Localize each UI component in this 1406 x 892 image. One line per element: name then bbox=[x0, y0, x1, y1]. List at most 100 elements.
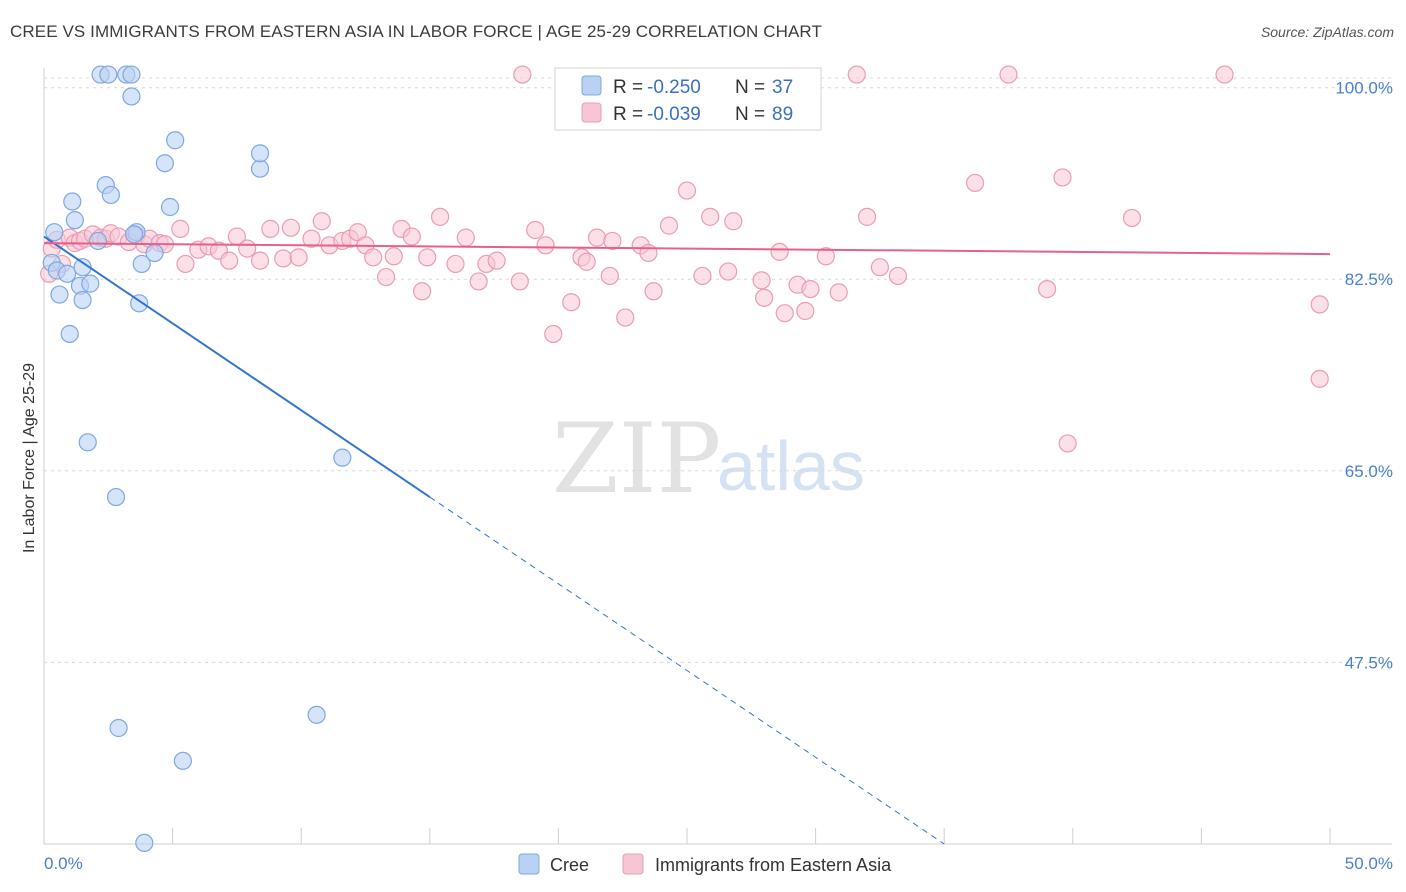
asia-point bbox=[302, 229, 321, 248]
cree-trend-extension bbox=[429, 496, 945, 845]
cree-point bbox=[307, 705, 326, 724]
asia-point bbox=[965, 173, 985, 193]
cree-point bbox=[124, 225, 144, 244]
trend-lines bbox=[43, 235, 1331, 845]
cree-point bbox=[63, 192, 82, 211]
cree-point bbox=[101, 185, 120, 205]
cree-point bbox=[122, 65, 141, 84]
asia-point bbox=[412, 282, 432, 301]
asia-point bbox=[536, 236, 555, 255]
asia-point bbox=[1310, 369, 1329, 388]
cree-points bbox=[42, 65, 352, 853]
cree-point bbox=[65, 211, 84, 230]
asia-point bbox=[510, 272, 529, 291]
asia-point bbox=[752, 271, 771, 290]
asia-point bbox=[775, 304, 794, 323]
x-tick-label-min: 0.0% bbox=[44, 854, 83, 873]
asia-point bbox=[446, 254, 465, 274]
legend-n-label-asia: N = bbox=[735, 104, 765, 125]
cree-point bbox=[109, 718, 128, 738]
y-tick-label: 65.0% bbox=[1345, 462, 1393, 481]
asia-point bbox=[603, 231, 622, 251]
cree-point bbox=[173, 751, 192, 770]
cree-point bbox=[250, 159, 270, 178]
asia-point bbox=[1122, 208, 1142, 228]
asia-point bbox=[402, 227, 421, 246]
asia-point bbox=[364, 248, 383, 267]
cree-point bbox=[160, 197, 180, 217]
cree-point bbox=[122, 87, 141, 106]
asia-point bbox=[616, 308, 635, 327]
watermark-atlas: atlas bbox=[717, 427, 865, 505]
asia-point bbox=[587, 228, 607, 247]
cree-point bbox=[155, 154, 174, 173]
asia-point bbox=[469, 272, 488, 291]
axes bbox=[43, 68, 1392, 845]
legend-n-value-asia: 89 bbox=[772, 104, 793, 125]
asia-point bbox=[1310, 295, 1329, 314]
asia-point bbox=[487, 251, 506, 270]
asia-point bbox=[639, 243, 658, 263]
asia-trend-line bbox=[43, 242, 1331, 256]
cree-point bbox=[58, 264, 77, 283]
asia-point bbox=[250, 251, 270, 270]
legend-swatch-cree bbox=[581, 75, 602, 96]
asia-point bbox=[544, 324, 563, 344]
cree-point bbox=[88, 231, 108, 251]
asia-point bbox=[171, 219, 190, 238]
cree-point bbox=[166, 131, 185, 150]
asia-point bbox=[801, 279, 820, 299]
asia-point bbox=[888, 266, 908, 286]
asia-point bbox=[644, 282, 663, 301]
asia-point bbox=[724, 212, 743, 231]
asia-point bbox=[847, 65, 866, 84]
asia-point bbox=[770, 242, 789, 261]
bottom-legend-swatch-asia bbox=[622, 853, 644, 875]
cree-point bbox=[99, 65, 118, 84]
asia-point bbox=[261, 219, 280, 238]
asia-point bbox=[1058, 434, 1077, 453]
asia-point bbox=[677, 181, 697, 200]
asia-point bbox=[220, 251, 239, 270]
watermark-zip: ZIP bbox=[552, 403, 721, 515]
tick-labels: 100.0% 82.5% 65.0% 47.5% 0.0% 50.0% bbox=[44, 79, 1393, 873]
asia-point bbox=[176, 254, 195, 274]
asia-point bbox=[513, 65, 532, 84]
legend-r-label-asia: R = bbox=[613, 104, 643, 125]
bottom-legend: Cree Immigrants from Eastern Asia bbox=[518, 853, 892, 875]
cree-point bbox=[60, 324, 79, 344]
asia-point bbox=[719, 262, 738, 281]
cree-point bbox=[132, 254, 151, 274]
asia-point bbox=[600, 266, 619, 286]
cree-point bbox=[250, 144, 270, 163]
asia-point bbox=[755, 288, 774, 307]
y-tick-label: 47.5% bbox=[1345, 653, 1393, 672]
cree-point bbox=[145, 243, 164, 263]
asia-point bbox=[870, 258, 890, 277]
asia-point bbox=[1037, 279, 1057, 299]
asia-point bbox=[577, 252, 596, 271]
legend-n-label-cree: N = bbox=[735, 77, 765, 98]
asia-point bbox=[384, 247, 403, 266]
cree-point bbox=[45, 223, 64, 242]
cree-point bbox=[73, 290, 92, 310]
asia-point bbox=[376, 267, 396, 287]
asia-point bbox=[562, 293, 581, 312]
asia-point bbox=[312, 212, 331, 231]
asia-point bbox=[274, 249, 293, 268]
y-tick-label: 100.0% bbox=[1335, 79, 1393, 98]
asia-point bbox=[526, 220, 545, 240]
chart-title: CREE VS IMMIGRANTS FROM EASTERN ASIA IN … bbox=[10, 22, 822, 41]
cree-point bbox=[333, 448, 352, 467]
legend-n-value-cree: 37 bbox=[772, 77, 793, 98]
asia-point bbox=[430, 207, 450, 226]
grid-lines bbox=[44, 77, 1392, 663]
asia-point bbox=[238, 239, 257, 258]
asia-point bbox=[857, 207, 877, 226]
asia-point bbox=[829, 283, 848, 302]
bottom-legend-swatch-cree bbox=[518, 853, 540, 875]
legend-r-label-cree: R = bbox=[613, 77, 643, 98]
asia-point bbox=[659, 216, 679, 235]
legend-r-value-cree: -0.250 bbox=[647, 77, 701, 98]
